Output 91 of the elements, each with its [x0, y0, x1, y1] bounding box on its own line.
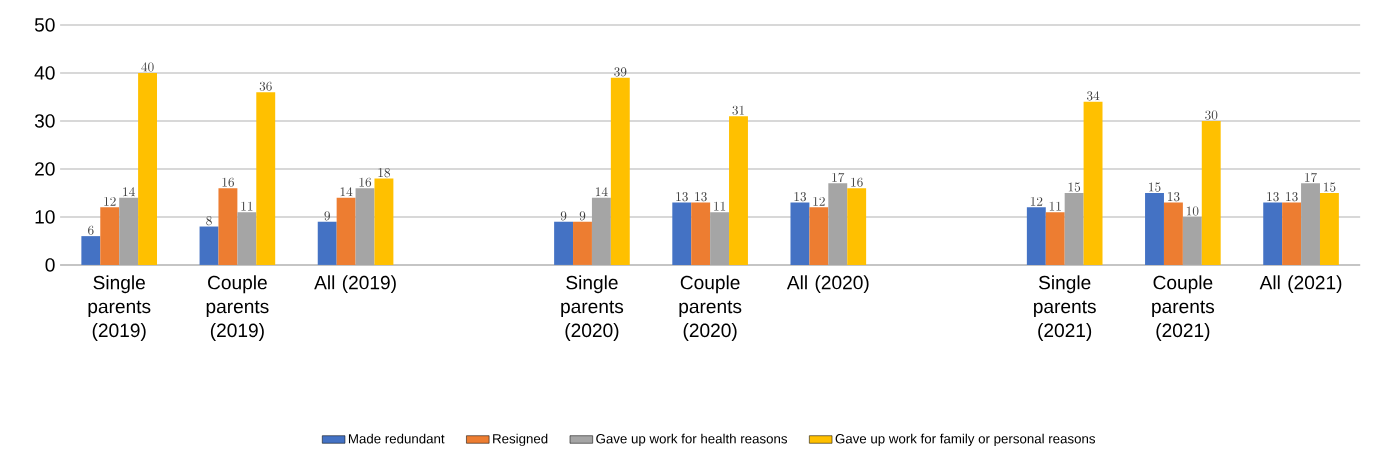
data-label: 11 [714, 201, 726, 211]
bar [1263, 202, 1283, 265]
data-label: 13 [1286, 192, 1298, 202]
y-tick-label: 40 [34, 66, 55, 80]
bar [729, 116, 748, 265]
legend-label: Gave up work for family or personal reasons [835, 433, 1096, 447]
bar [847, 188, 867, 265]
bar [790, 202, 810, 265]
data-label: 40 [141, 62, 154, 72]
x-tick-label: All (2019) [314, 275, 396, 294]
bar [1083, 101, 1103, 265]
data-label: 14 [595, 187, 608, 197]
data-label: 36 [259, 81, 272, 91]
bar [1145, 192, 1164, 265]
y-tick-label: 10 [35, 210, 55, 224]
data-label: 30 [1205, 110, 1218, 120]
data-label: 10 [1186, 206, 1199, 216]
data-label: 39 [614, 67, 627, 77]
data-label: 12 [813, 196, 825, 206]
bar [591, 197, 611, 265]
bar [1026, 207, 1046, 265]
bar [1163, 202, 1183, 265]
data-label: 16 [851, 177, 863, 187]
bar [1064, 192, 1084, 265]
data-label: 8 [206, 216, 212, 226]
data-label: 15 [1068, 182, 1081, 192]
data-label: 31 [732, 105, 745, 115]
data-label: 15 [1149, 182, 1161, 192]
bar [710, 212, 730, 265]
data-label: 11 [1049, 201, 1061, 211]
bar [1201, 120, 1221, 265]
data-label: 9 [324, 211, 330, 221]
bar [81, 236, 101, 265]
bar [256, 92, 276, 265]
x-tick-label: Single parents (2021) [1034, 275, 1096, 341]
data-label: 13 [794, 192, 807, 202]
data-label: 11 [241, 201, 253, 211]
bar [1319, 192, 1339, 265]
y-tick-label: 30 [34, 114, 55, 128]
bar [809, 207, 829, 265]
x-tick-label: Single parents (2019) [88, 275, 151, 341]
data-label: 18 [378, 168, 391, 178]
bar [100, 207, 120, 265]
data-label: 13 [695, 192, 707, 202]
legend-label: Made redundant [348, 433, 445, 444]
bar [672, 202, 692, 265]
bar [1045, 212, 1065, 265]
data-label: 15 [1323, 182, 1336, 192]
legend-label: Gave up work for health reasons [596, 433, 788, 447]
bar [691, 202, 711, 265]
bar [573, 221, 592, 265]
data-label: 16 [359, 177, 372, 187]
bar [1182, 216, 1202, 265]
data-label: 34 [1086, 91, 1100, 101]
data-label: 14 [340, 187, 353, 197]
data-label: 9 [560, 211, 567, 221]
data-label: 14 [123, 187, 135, 197]
data-label: 13 [676, 192, 688, 202]
legend-label: Resigned [493, 433, 548, 447]
data-label: 17 [832, 172, 845, 183]
bar [218, 188, 238, 265]
bar [828, 183, 848, 265]
bar [1301, 183, 1320, 265]
data-label: 12 [104, 196, 116, 206]
bar [554, 221, 574, 265]
x-tick-label: Couple parents (2019) [206, 275, 269, 341]
data-label: 12 [1030, 196, 1043, 206]
data-label: 13 [1167, 192, 1180, 202]
x-tick-label: Couple parents (2020) [679, 275, 742, 341]
y-tick-label: 0 [45, 258, 55, 272]
data-label: 6 [88, 225, 94, 235]
bar [237, 212, 257, 265]
bar [199, 226, 219, 265]
bar [138, 72, 158, 265]
x-tick-label: Single parents (2020) [561, 275, 624, 341]
bar [610, 77, 630, 265]
bar [119, 197, 139, 265]
bar [1282, 202, 1302, 265]
data-label: 16 [222, 177, 234, 187]
bar [336, 197, 356, 265]
x-tick-label: All (2021) [1259, 275, 1342, 294]
data-label: 9 [579, 211, 586, 221]
y-tick-label: 50 [34, 18, 55, 32]
x-tick-label: Couple parents (2021) [1152, 275, 1215, 341]
x-tick-label: All (2020) [786, 275, 869, 294]
data-label: 13 [1267, 192, 1279, 202]
bar [355, 188, 375, 265]
bar [317, 221, 337, 265]
data-label: 17 [1305, 172, 1317, 183]
bar [374, 178, 394, 265]
y-tick-label: 20 [35, 162, 55, 176]
